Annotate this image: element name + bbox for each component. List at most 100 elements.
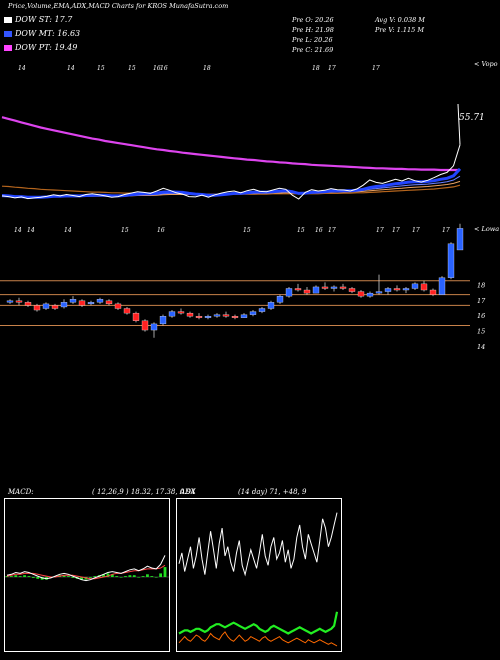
stat-pre-close: Pre C: 21.69 — [292, 46, 334, 54]
macd-histogram-bar — [110, 574, 114, 577]
adx-chart — [178, 512, 339, 647]
mid-date-label: 15 — [297, 227, 305, 234]
candle-body — [159, 316, 167, 325]
macd-chart — [5, 555, 169, 582]
candle-body — [6, 300, 14, 303]
candle-body — [204, 316, 212, 318]
candle-body — [312, 286, 320, 294]
macd-histogram-bar — [62, 575, 66, 577]
candle-body — [285, 288, 293, 297]
mid-date-label: 16 — [315, 227, 323, 234]
candle-body — [411, 283, 419, 289]
price-tick-label: 14 — [477, 343, 485, 351]
candle-body — [150, 323, 158, 331]
macd-histogram-bar — [141, 576, 145, 577]
legend-dow-mt: DOW MT: 16.63 — [15, 29, 81, 38]
candle-body — [429, 289, 437, 295]
candle-body — [213, 314, 221, 317]
last-price-label: 55.71 — [459, 113, 485, 123]
candle-body — [141, 320, 149, 331]
candle-body — [375, 291, 383, 294]
mid-date-label: 17 — [412, 227, 420, 234]
candle-body — [438, 277, 446, 295]
candle-body — [195, 316, 203, 318]
top-date-label: 16 — [153, 65, 161, 72]
adx-title: ADX — [180, 488, 196, 496]
stat-pre-volume: Pre V: 1.115 M — [375, 26, 425, 34]
macd-title: MACD: — [8, 488, 34, 496]
candle-body — [249, 311, 257, 315]
macd-histogram-bar — [159, 573, 163, 577]
macd-histogram-bar — [27, 576, 31, 577]
candle-body — [267, 302, 275, 309]
macd-params: ( 12,26,9 ) 18.32, 17.38, 0.94 — [92, 488, 196, 496]
candle-body — [447, 243, 455, 278]
candle-body — [258, 308, 266, 312]
adx-line — [178, 512, 338, 577]
mid-date-label: 14 — [27, 227, 35, 234]
mid-date-label: 15 — [243, 227, 251, 234]
candle-body — [420, 283, 428, 291]
candle-body — [321, 286, 329, 289]
top-date-label: 16 — [160, 65, 168, 72]
mid-date-label: 17 — [392, 227, 400, 234]
candle-body — [96, 299, 104, 303]
stat-pre-high: Pre H: 21.98 — [292, 26, 334, 34]
candle-body — [402, 288, 410, 291]
candle-body — [132, 312, 140, 321]
legend-swatch-st — [4, 17, 12, 23]
candle-body — [303, 289, 311, 294]
volume-low-label: < Lowa — [474, 225, 500, 233]
candle-body — [231, 316, 239, 318]
ema-line-ema-dow-pt — [1, 116, 460, 172]
candle-body — [78, 300, 86, 306]
adx-plus-di-line — [178, 611, 339, 635]
macd-histogram-bar — [36, 577, 40, 579]
adx-minus-di-line — [178, 631, 338, 647]
macd-histogram-bar — [146, 574, 149, 577]
candle-body — [240, 314, 248, 318]
macd-histogram-bar — [80, 577, 84, 580]
mid-date-label: 16 — [157, 227, 165, 234]
candle-body — [177, 311, 185, 314]
macd-histogram-bar — [88, 577, 92, 578]
candle-body — [168, 311, 176, 317]
mid-date-label: 17 — [442, 227, 450, 234]
candle-body — [123, 308, 131, 314]
adx-panel — [176, 498, 342, 652]
stat-pre-open: Pre O: 20.26 — [292, 16, 334, 24]
macd-histogram-bar — [18, 576, 22, 577]
macd-panel — [4, 498, 170, 652]
candle-body — [357, 291, 365, 297]
candle-body — [186, 312, 194, 317]
macd-histogram-bar — [128, 575, 132, 577]
candle-body — [51, 305, 59, 309]
adx-params: (14 day) 71, +48, 9 — [238, 488, 307, 496]
macd-histogram-bar — [5, 576, 9, 577]
mid-date-label: 15 — [121, 227, 129, 234]
candle-body — [348, 288, 356, 292]
price-spike-line — [457, 103, 461, 145]
top-date-label: 18 — [203, 65, 211, 72]
ema-line-ema-st — [1, 167, 462, 199]
price-tick-label: 17 — [477, 297, 486, 305]
legend-swatch-pt — [4, 45, 12, 51]
stat-avg-volume: Avg V: 0.038 M — [375, 16, 425, 24]
stat-pre-low: Pre L: 20.26 — [292, 36, 333, 44]
macd-histogram-bar — [163, 567, 167, 577]
candle-body — [24, 302, 32, 306]
macd-histogram-bar — [119, 577, 123, 578]
legend-dow-st: DOW ST: 17.7 — [15, 15, 73, 24]
macd-histogram-bar — [132, 575, 136, 577]
top-date-label: 15 — [97, 65, 105, 72]
mid-date-label: 17 — [376, 227, 384, 234]
candle-body — [393, 288, 401, 291]
candle-body — [15, 300, 23, 303]
candle-body — [69, 299, 77, 303]
candle-body — [339, 286, 347, 289]
candle-body — [276, 296, 284, 303]
macd-histogram-bar — [31, 577, 35, 578]
top-date-label: 15 — [128, 65, 136, 72]
top-date-label: 14 — [18, 65, 26, 72]
